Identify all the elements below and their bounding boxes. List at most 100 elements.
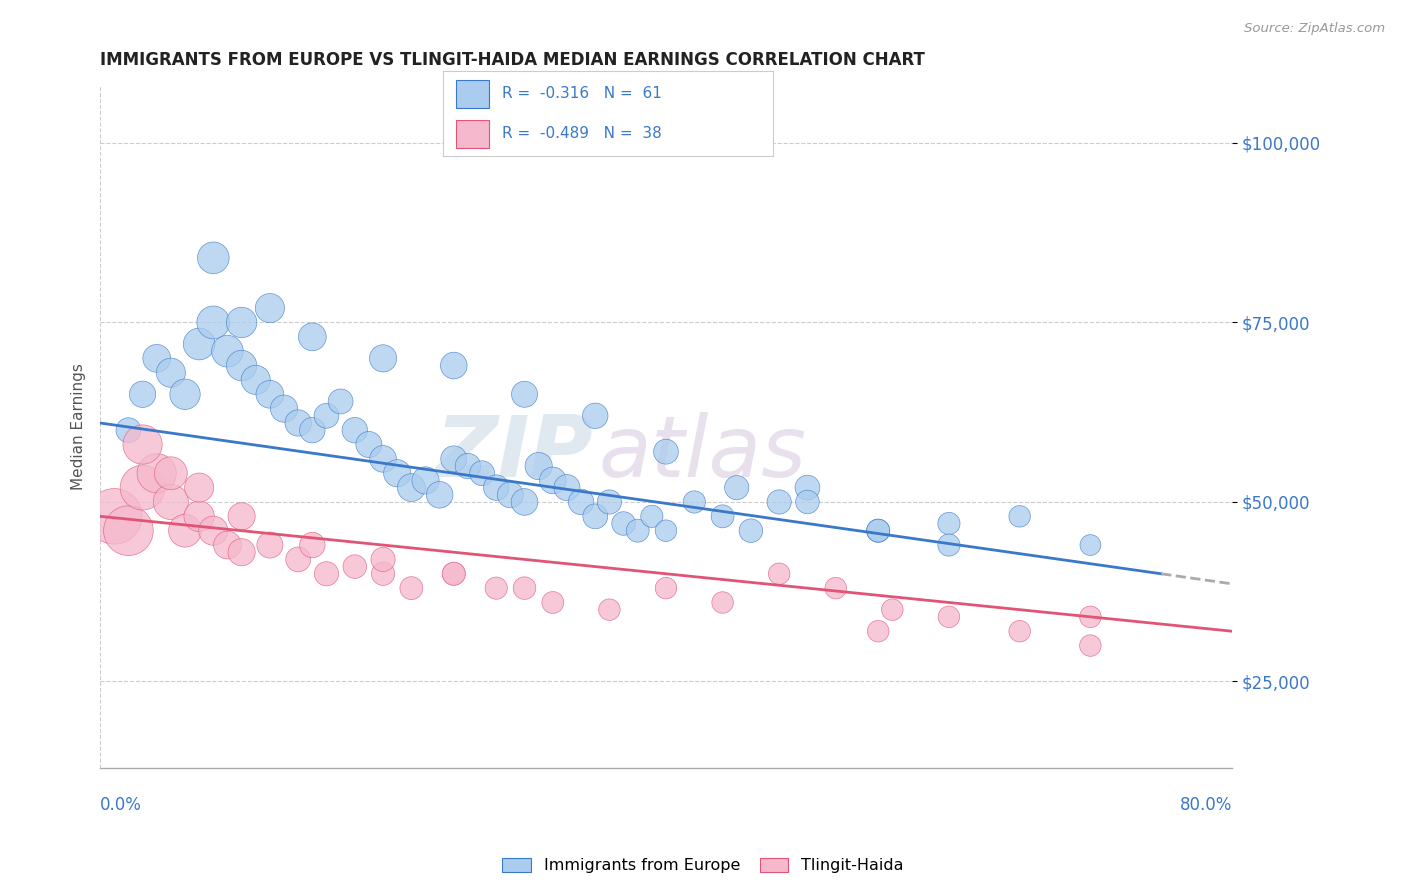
Point (131, 437, 153, 451)
Point (768, 495, 790, 509)
Point (655, 444, 678, 458)
Point (485, 481, 508, 495)
Point (555, 481, 578, 495)
Point (131, 481, 153, 495)
Point (513, 495, 536, 509)
Point (740, 524, 762, 538)
Point (273, 401, 295, 416)
Point (188, 481, 211, 495)
Point (259, 387, 281, 401)
Text: Source: ZipAtlas.com: Source: ZipAtlas.com (1244, 22, 1385, 36)
Point (1080, 538, 1102, 552)
Point (471, 467, 494, 481)
Point (329, 394, 352, 409)
Point (160, 366, 183, 380)
Point (443, 566, 465, 581)
Point (583, 509, 606, 524)
Point (315, 409, 337, 423)
Point (259, 538, 281, 552)
Y-axis label: Median Earnings: Median Earnings (72, 363, 86, 490)
Point (882, 602, 904, 616)
Point (655, 581, 678, 595)
Point (160, 495, 183, 509)
Text: atlas: atlas (598, 412, 806, 495)
Point (499, 488, 522, 502)
Point (315, 566, 337, 581)
Point (117, 423, 139, 437)
Point (145, 351, 167, 366)
Point (343, 559, 366, 574)
Point (188, 509, 211, 524)
Point (131, 387, 153, 401)
Point (202, 524, 225, 538)
Point (217, 538, 239, 552)
Point (868, 524, 890, 538)
Point (371, 566, 394, 581)
Point (202, 251, 225, 265)
Point (231, 359, 253, 373)
Point (301, 423, 323, 437)
Point (485, 581, 508, 595)
Point (371, 552, 394, 566)
Point (711, 509, 734, 524)
Point (301, 330, 323, 344)
Point (796, 495, 818, 509)
Text: 0.0%: 0.0% (100, 797, 142, 814)
Text: IMMIGRANTS FROM EUROPE VS TLINGIT-HAIDA MEDIAN EARNINGS CORRELATION CHART: IMMIGRANTS FROM EUROPE VS TLINGIT-HAIDA … (100, 51, 925, 69)
Text: R =  -0.489   N =  38: R = -0.489 N = 38 (502, 126, 662, 141)
Legend: Immigrants from Europe, Tlingit-Haida: Immigrants from Europe, Tlingit-Haida (496, 851, 910, 880)
Point (443, 359, 465, 373)
Point (1080, 610, 1102, 624)
Point (683, 495, 706, 509)
Point (231, 509, 253, 524)
Point (401, 581, 423, 595)
Point (287, 552, 309, 566)
Point (357, 437, 380, 451)
Point (655, 524, 678, 538)
Point (513, 387, 536, 401)
Point (541, 595, 564, 609)
Point (287, 416, 309, 430)
Point (1008, 509, 1031, 524)
Point (457, 458, 479, 473)
Point (387, 467, 409, 481)
Point (1008, 624, 1031, 639)
Point (598, 495, 620, 509)
Point (202, 316, 225, 330)
Point (641, 509, 664, 524)
Point (569, 495, 592, 509)
Point (824, 581, 846, 595)
Point (301, 538, 323, 552)
Point (371, 351, 394, 366)
Point (371, 451, 394, 466)
Point (174, 524, 197, 538)
Point (583, 409, 606, 423)
Point (513, 581, 536, 595)
Point (796, 481, 818, 495)
Point (627, 524, 650, 538)
Point (598, 602, 620, 616)
Point (938, 538, 960, 552)
Point (343, 423, 366, 437)
Point (188, 337, 211, 351)
Point (259, 301, 281, 315)
Point (443, 566, 465, 581)
Point (401, 481, 423, 495)
Point (938, 610, 960, 624)
Point (725, 481, 748, 495)
Point (938, 516, 960, 531)
Point (868, 624, 890, 639)
Point (1080, 639, 1102, 653)
Point (160, 467, 183, 481)
Point (868, 524, 890, 538)
Point (145, 467, 167, 481)
Point (117, 524, 139, 538)
Point (231, 545, 253, 559)
Point (768, 566, 790, 581)
Point (527, 458, 550, 473)
Point (612, 516, 634, 531)
Point (174, 387, 197, 401)
Text: R =  -0.316   N =  61: R = -0.316 N = 61 (502, 86, 662, 101)
Point (429, 488, 451, 502)
Point (217, 344, 239, 359)
